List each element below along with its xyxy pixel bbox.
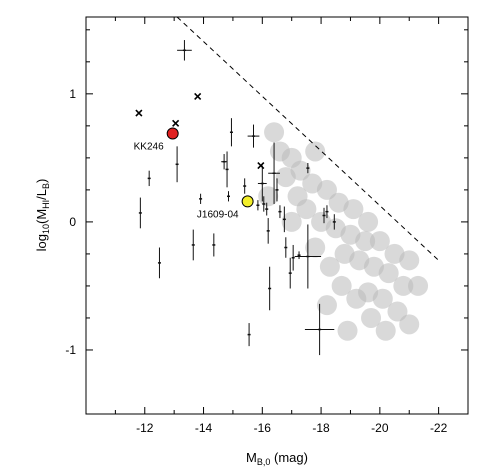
upper-limit-layer (176, 16, 439, 261)
error-point (175, 146, 179, 183)
error-point (322, 207, 326, 224)
density-mark (258, 186, 279, 207)
density-mark (408, 275, 429, 296)
error-point (325, 205, 329, 219)
error-point (227, 191, 231, 202)
error-point (212, 233, 216, 257)
x-tick-label: -22 (430, 421, 448, 435)
error-point (275, 178, 279, 202)
x-tick-label: -18 (312, 421, 330, 435)
error-point (266, 218, 270, 244)
density-mark (287, 186, 308, 207)
error-point (221, 154, 228, 170)
highlighted-points: KK246 J1609-04 (134, 127, 254, 220)
error-bar-points (138, 40, 336, 356)
highlight-marker (241, 195, 254, 208)
upper-limit-line (176, 16, 439, 261)
density-mark (372, 288, 393, 309)
tick-labels: -12 -14 -16 -18 -20 -22 -1 0 1 (65, 87, 447, 435)
y-tick-label: 1 (69, 87, 76, 101)
density-mark (369, 231, 390, 252)
error-point (268, 142, 280, 204)
x-tick-label: -16 (254, 421, 272, 435)
density-mark (319, 256, 340, 277)
density-mark (355, 231, 376, 252)
error-point (282, 206, 286, 233)
highlight-label: J1609-04 (197, 209, 239, 220)
error-point (199, 193, 203, 204)
error-point (306, 162, 310, 174)
density-mark (399, 314, 420, 335)
error-point (304, 303, 335, 356)
highlight-label: KK246 (134, 142, 164, 153)
density-mark (393, 275, 414, 296)
error-point (229, 118, 233, 147)
plot-frame (85, 16, 469, 415)
error-point (177, 40, 192, 61)
error-point (288, 257, 292, 289)
density-mark (358, 211, 379, 232)
density-mark (378, 263, 399, 284)
error-point (147, 170, 151, 187)
error-point (297, 251, 301, 260)
error-point (247, 124, 260, 148)
error-point (157, 247, 161, 279)
cross-marker (172, 119, 180, 127)
density-mark (305, 141, 326, 162)
density-mark (387, 301, 408, 322)
error-point (278, 205, 282, 219)
density-mark (305, 237, 326, 258)
density-mark (375, 320, 396, 341)
error-point (291, 244, 295, 271)
density-mark (316, 295, 337, 316)
error-point (257, 165, 267, 202)
axis-ticks (86, 17, 468, 415)
error-point (262, 196, 266, 212)
density-mark (281, 211, 302, 232)
density-mark (361, 307, 382, 328)
density-cloud (258, 122, 429, 341)
highlight-marker (166, 127, 179, 140)
error-point (243, 178, 247, 194)
density-mark (399, 250, 420, 271)
error-point (284, 237, 288, 258)
cross-points (135, 92, 265, 170)
error-point (191, 229, 195, 261)
error-point (332, 214, 336, 230)
error-point (268, 266, 272, 311)
density-mark (316, 179, 337, 200)
cross-marker (135, 109, 143, 117)
y-tick-label: -1 (65, 343, 76, 357)
cross-marker (194, 92, 202, 100)
x-tick-label: -14 (195, 421, 213, 435)
density-mark (343, 199, 364, 220)
density-mark (331, 275, 352, 296)
y-axis-title: log10(MHI/LB) (34, 179, 51, 252)
x-tick-label: -12 (136, 421, 154, 435)
x-tick-label: -20 (371, 421, 389, 435)
error-point (225, 151, 229, 188)
y-tick-label: 0 (69, 215, 76, 229)
error-point (247, 323, 251, 347)
cross-marker (257, 161, 265, 170)
density-mark (290, 160, 311, 181)
error-point (265, 202, 269, 216)
error-point (256, 200, 260, 211)
density-mark (337, 320, 358, 341)
density-mark (346, 288, 367, 309)
x-axis-title: MB,0 (mag) (246, 450, 308, 467)
error-point (138, 197, 142, 229)
error-point (294, 224, 322, 289)
density-mark (264, 122, 285, 143)
